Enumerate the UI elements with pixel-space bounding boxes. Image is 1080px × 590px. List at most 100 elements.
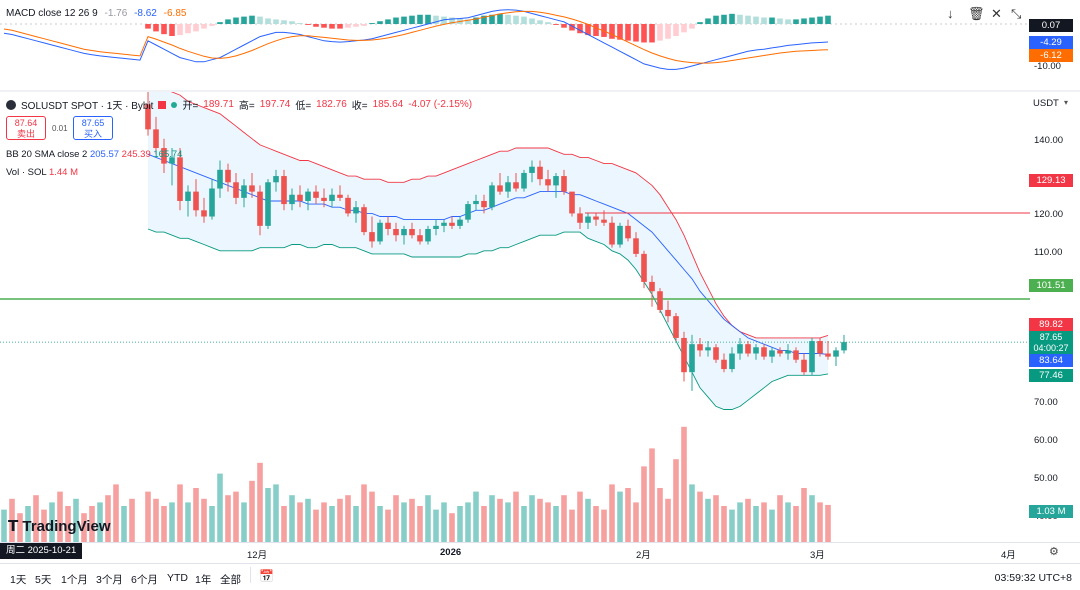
range-1m[interactable]: 1个月 xyxy=(61,574,88,586)
delete-icon[interactable]: 🗑 xyxy=(968,6,985,21)
candle-body xyxy=(641,253,647,282)
macd-hist-bar xyxy=(161,24,167,35)
macd-hist-bar xyxy=(537,20,543,24)
candle-body xyxy=(481,200,487,208)
volume-bar xyxy=(729,509,735,542)
maximize-icon[interactable]: ⤡ xyxy=(1011,6,1022,21)
macd-hist-bar xyxy=(689,24,695,29)
settings-gear-icon[interactable]: ⚙ xyxy=(1049,546,1059,558)
candle-body xyxy=(697,344,703,351)
candle-body xyxy=(825,353,831,357)
volume-bar xyxy=(513,491,519,542)
range-5d[interactable]: 5天 xyxy=(35,574,52,586)
macd-hist-bar xyxy=(609,24,615,39)
candle-body xyxy=(401,228,407,236)
candle-body xyxy=(769,350,775,357)
range-3m[interactable]: 3个月 xyxy=(96,574,123,586)
range-all[interactable]: 全部 xyxy=(220,574,241,586)
buy-button[interactable]: 87.65 买入 xyxy=(73,116,113,140)
candle-body xyxy=(497,185,503,192)
cursor-date-tag: 周二 2025-10-21 xyxy=(0,543,83,559)
candle-body xyxy=(505,182,511,192)
macd-line-tag: -4.29 xyxy=(1029,36,1073,49)
macd-hist-bar xyxy=(657,24,663,41)
volume-bar xyxy=(113,484,119,542)
macd-hist-tag: 0.07 xyxy=(1029,19,1073,32)
volume-bar xyxy=(753,506,759,542)
macd-line-value: -8.62 xyxy=(134,8,157,19)
macd-pane[interactable] xyxy=(0,0,1080,92)
range-1y[interactable]: 1年 xyxy=(195,574,212,586)
symbol-legend[interactable]: SOLUSDT SPOT · 1天 · Bybit 开= 189.71 高= 197… xyxy=(6,97,472,112)
candle-body xyxy=(225,169,231,183)
volume-bar xyxy=(129,498,135,542)
volume-tag: 1.03 M xyxy=(1029,505,1073,518)
volume-bar xyxy=(457,506,463,542)
macd-hist-bar xyxy=(617,24,623,40)
macd-legend[interactable]: MACD close 12 26 9 -1.76 -8.62 -6.85 xyxy=(6,8,190,19)
volume-bar xyxy=(721,506,727,542)
bollinger-legend[interactable]: BB 20 SMA close 2 205.57 245.39 165.74 xyxy=(6,149,182,160)
symbol-logo-icon xyxy=(6,99,16,110)
close-icon[interactable]: ✕ xyxy=(991,6,1002,21)
candle-body xyxy=(345,197,351,214)
volume-bar xyxy=(697,491,703,542)
currency-label[interactable]: USDT xyxy=(1033,98,1059,109)
macd-hist-bar xyxy=(377,21,383,24)
candle-body xyxy=(297,194,303,201)
volume-bar xyxy=(297,502,303,542)
time-label-2026: 2026 xyxy=(440,547,462,558)
volume-bar xyxy=(377,506,383,542)
macd-hist-bar xyxy=(217,22,223,24)
volume-bar xyxy=(441,502,447,542)
currency-dropdown-icon[interactable]: ▾ xyxy=(1064,98,1069,107)
macd-hist-bar xyxy=(497,13,503,24)
volume-legend[interactable]: Vol · SOL 1.44 M xyxy=(6,167,78,178)
volume-bar xyxy=(777,495,783,542)
volume-bar xyxy=(81,513,87,542)
volume-bar xyxy=(433,509,439,542)
signal-line xyxy=(3,10,829,64)
close-value: 185.64 xyxy=(372,99,404,110)
price-pane[interactable] xyxy=(0,92,1030,542)
candle-body xyxy=(673,316,679,338)
volume-bar xyxy=(33,495,39,542)
volume-bar xyxy=(193,488,199,542)
range-6m[interactable]: 6个月 xyxy=(131,574,158,586)
range-1d[interactable]: 1天 xyxy=(10,574,27,586)
macd-hist-bar xyxy=(209,24,215,26)
candle-body xyxy=(529,166,535,173)
candle-body xyxy=(761,347,767,357)
volume-bar xyxy=(689,484,695,542)
macd-hist-bar xyxy=(521,16,527,24)
candle-body xyxy=(393,228,399,236)
move-down-icon[interactable]: ↓ xyxy=(947,6,954,21)
macd-hist-bar xyxy=(801,18,807,24)
macd-hist-bar xyxy=(273,19,279,24)
symbol-title[interactable]: SOLUSDT SPOT · 1天 · Bybit xyxy=(21,101,154,112)
volume-bar xyxy=(121,506,127,542)
macd-hist-bar xyxy=(729,13,735,24)
volume-bar xyxy=(153,498,159,542)
volume-bar xyxy=(713,495,719,542)
tradingview-logo[interactable]: 𝗧 TradingView xyxy=(8,517,111,535)
volume-bar xyxy=(817,502,823,542)
volume-bar xyxy=(177,484,183,542)
macd-hist-bar xyxy=(721,14,727,24)
clock[interactable]: 03:59:32 UTC+8 xyxy=(994,572,1072,584)
candle-body xyxy=(809,341,815,373)
candle-body xyxy=(249,185,255,192)
candle-body xyxy=(729,353,735,370)
date-range-calendar-icon[interactable]: 📅 xyxy=(259,569,274,583)
sell-button[interactable]: 87.64 卖出 xyxy=(6,116,46,140)
volume-bar xyxy=(65,506,71,542)
price-label-70: 70.00 xyxy=(1034,397,1058,408)
range-ytd[interactable]: YTD xyxy=(167,572,188,584)
volume-bar xyxy=(769,509,775,542)
volume-bar xyxy=(257,462,263,542)
candle-body xyxy=(193,191,199,211)
volume-bar xyxy=(625,488,631,542)
volume-bar xyxy=(321,502,327,542)
toolbar-divider xyxy=(250,567,251,583)
volume-bar xyxy=(393,495,399,542)
